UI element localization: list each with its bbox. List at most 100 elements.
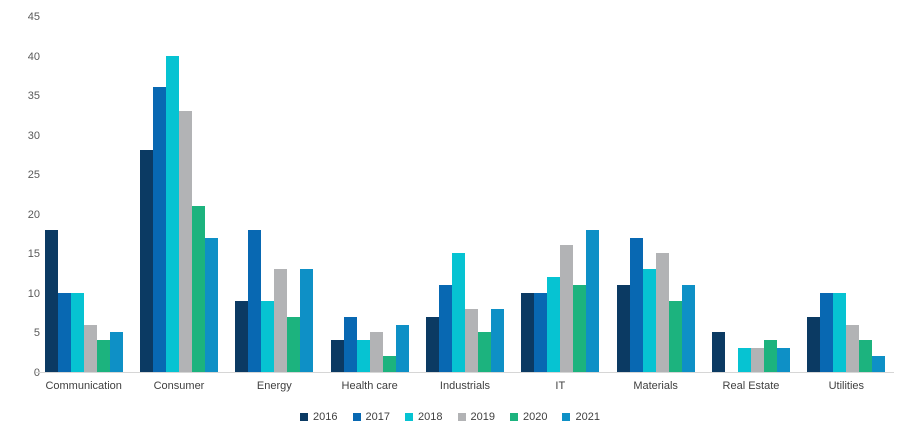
legend-item-2020: 2020 — [509, 411, 548, 423]
bar-2018 — [70, 293, 84, 372]
category-label: Industrials — [439, 380, 491, 392]
legend-swatch-icon — [300, 413, 309, 421]
bar-2017 — [343, 317, 357, 372]
bar-2021 — [395, 325, 409, 372]
y-tick-label: 0 — [33, 367, 40, 379]
bar-2020 — [859, 340, 873, 372]
legend-item-2019: 2019 — [457, 411, 495, 423]
bar-2016 — [235, 301, 249, 372]
category-label: Consumer — [153, 380, 205, 392]
bar-2018 — [165, 56, 179, 372]
bar-2019 — [750, 348, 764, 372]
y-tick-label: 5 — [33, 327, 40, 340]
legend-label: 2018 — [418, 411, 443, 423]
bar-2016 — [425, 317, 439, 372]
bar-2020 — [382, 356, 396, 372]
bar-group-industrials — [417, 17, 512, 372]
legend-label: 2020 — [522, 411, 548, 423]
bar-2020 — [191, 206, 205, 372]
bar-2019 — [369, 332, 383, 372]
bar-2018 — [356, 340, 370, 372]
legend-swatch-icon — [457, 413, 466, 421]
legend-swatch-icon — [509, 413, 518, 421]
category-label: Materials — [633, 380, 678, 392]
bar-2018 — [451, 253, 465, 372]
bar-2017 — [152, 87, 166, 372]
legend: 2016 2017 2018 2019 2020 2021 — [0, 411, 900, 423]
plot-area — [36, 17, 894, 373]
bar-2020 — [477, 332, 491, 372]
legend-label: 2017 — [365, 411, 391, 423]
y-tick-label: 40 — [27, 50, 40, 63]
bar-2017 — [820, 293, 834, 372]
category-label: Energy — [256, 380, 292, 392]
y-tick-label: 10 — [27, 287, 40, 300]
bar-2016 — [330, 340, 344, 372]
bar-2018 — [547, 277, 561, 372]
bar-2021 — [490, 309, 504, 372]
bar-group-utilities — [799, 17, 894, 372]
category-label: Utilities — [828, 380, 865, 392]
y-tick-label: 30 — [27, 129, 40, 142]
bar-2021 — [109, 332, 123, 372]
bar-2021 — [872, 356, 886, 372]
legend-label: 2019 — [470, 411, 495, 423]
bar-2016 — [44, 230, 58, 372]
category-label: IT — [555, 380, 566, 392]
bar-2017 — [248, 230, 262, 372]
bar-group-communication — [36, 17, 131, 372]
bar-2020 — [573, 285, 587, 372]
legend-item-2016: 2016 — [300, 411, 338, 423]
y-tick-label: 45 — [27, 11, 40, 23]
bar-2019 — [274, 269, 288, 372]
y-tick-label: 20 — [27, 208, 40, 221]
bar-2021 — [300, 269, 314, 372]
bar-2019 — [464, 309, 478, 372]
bar-2018 — [737, 348, 751, 372]
bar-group-health-care — [322, 17, 417, 372]
x-axis: Communication Consumer Energy Health care In… — [36, 379, 894, 393]
bar-2019 — [655, 253, 669, 372]
legend-item-2017: 2017 — [352, 411, 391, 423]
y-tick-label: 15 — [27, 248, 40, 261]
bar-2019 — [846, 325, 860, 372]
bar-2018 — [261, 301, 275, 372]
bar-2017 — [438, 285, 452, 372]
legend-item-2018: 2018 — [405, 411, 443, 423]
bar-group-it — [513, 17, 608, 372]
bar-2018 — [642, 269, 656, 372]
category-label: Communication — [45, 380, 122, 392]
legend-label: 2016 — [313, 411, 338, 423]
bar-group-energy — [227, 17, 322, 372]
bar-2019 — [178, 111, 192, 372]
bar-2021 — [204, 238, 218, 372]
bar-2016 — [807, 317, 821, 372]
bar-2016 — [139, 150, 153, 372]
legend-swatch-icon — [352, 413, 361, 421]
bar-2020 — [287, 317, 301, 372]
bar-2021 — [776, 348, 790, 372]
bar-2021 — [586, 230, 600, 372]
bar-2016 — [521, 293, 535, 372]
category-label: Real Estate — [722, 380, 780, 392]
bar-2016 — [616, 285, 630, 372]
category-label: Health care — [341, 380, 398, 392]
bar-2020 — [763, 340, 777, 372]
y-tick-label: 35 — [27, 90, 40, 103]
legend-label: 2021 — [575, 411, 600, 423]
bar-2019 — [560, 245, 574, 372]
legend-swatch-icon — [562, 413, 571, 421]
bar-group-consumer — [131, 17, 226, 372]
bar-2020 — [668, 301, 682, 372]
bar-2021 — [681, 285, 695, 372]
legend-item-2021: 2021 — [562, 411, 600, 423]
bar-2018 — [833, 293, 847, 372]
bar-2017 — [57, 293, 71, 372]
bar-2017 — [629, 238, 643, 372]
bar-2020 — [96, 340, 110, 372]
legend-swatch-icon — [405, 413, 414, 421]
y-tick-label: 25 — [27, 169, 40, 182]
y-axis: 0 5 10 15 20 25 30 35 40 45 — [0, 0, 42, 437]
bar-2016 — [711, 332, 725, 372]
